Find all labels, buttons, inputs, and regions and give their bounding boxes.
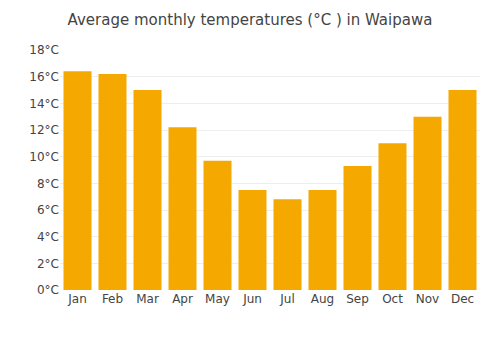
svg-text:Feb: Feb <box>102 292 123 306</box>
svg-text:Oct: Oct <box>382 292 403 306</box>
svg-text:14°C: 14°C <box>29 97 59 111</box>
svg-text:Aug: Aug <box>311 292 334 306</box>
svg-text:6°C: 6°C <box>37 203 59 217</box>
svg-text:Average monthly temperatures (: Average monthly temperatures (°C ) in Wa… <box>68 11 433 29</box>
svg-text:0°C: 0°C <box>37 283 59 297</box>
svg-text:Nov: Nov <box>416 292 439 306</box>
svg-text:Jan: Jan <box>67 292 87 306</box>
svg-text:May: May <box>205 292 230 306</box>
svg-text:4°C: 4°C <box>37 230 59 244</box>
svg-text:Dec: Dec <box>451 292 474 306</box>
svg-text:Sep: Sep <box>346 292 369 306</box>
svg-text:8°C: 8°C <box>37 177 59 191</box>
svg-text:10°C: 10°C <box>29 150 59 164</box>
svg-text:12°C: 12°C <box>29 123 59 137</box>
svg-text:Mar: Mar <box>136 292 159 306</box>
svg-text:Apr: Apr <box>172 292 193 306</box>
svg-text:Jun: Jun <box>242 292 262 306</box>
svg-text:2°C: 2°C <box>37 257 59 271</box>
svg-text:16°C: 16°C <box>29 70 59 84</box>
svg-text:Jul: Jul <box>279 292 294 306</box>
svg-text:18°C: 18°C <box>29 43 59 57</box>
